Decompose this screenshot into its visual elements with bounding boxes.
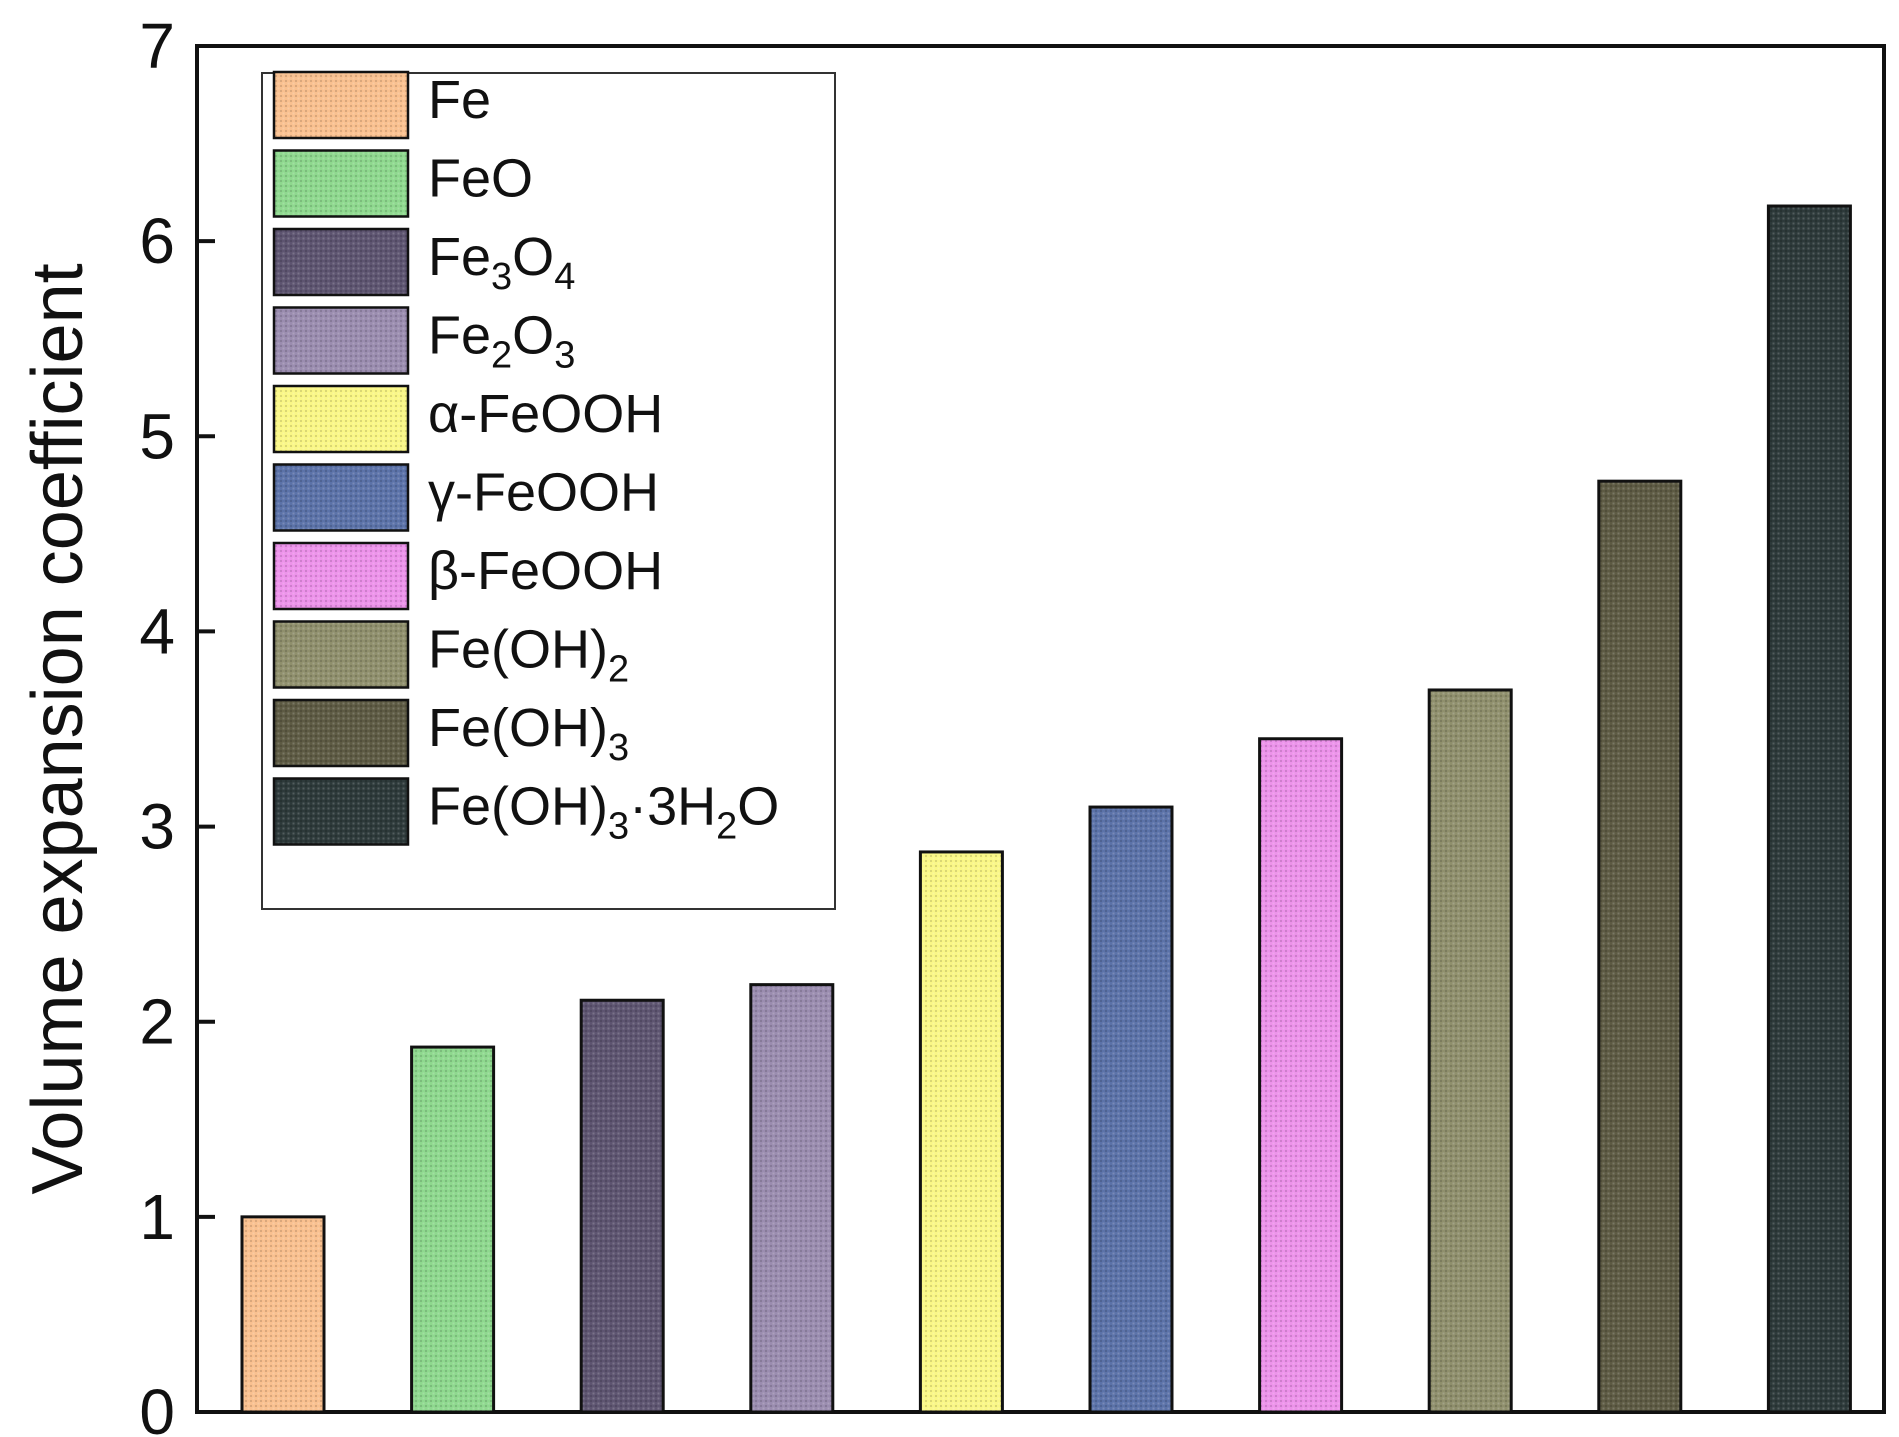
bar-5 <box>1088 805 1174 1414</box>
legend-swatch <box>272 541 410 611</box>
legend-swatch <box>272 149 410 218</box>
y-tick-label: 6 <box>139 205 175 277</box>
y-tick-label: 4 <box>139 595 175 667</box>
y-tick-label: 5 <box>139 400 175 472</box>
plot-frame <box>195 44 1886 1414</box>
bar-0 <box>240 1215 326 1414</box>
legend-label: Fe(OH)2​ <box>428 620 629 691</box>
legend-item: α-FeOOH <box>272 384 663 454</box>
bar-3 <box>749 983 835 1414</box>
y-axis-label: Volume expansion coefficient <box>18 263 98 1194</box>
legend-swatch <box>272 620 410 689</box>
legend-item: Fe(OH)3​ <box>272 698 629 769</box>
legend-label: Fe3​O4​ <box>428 227 575 298</box>
bar-2 <box>579 998 665 1414</box>
y-axis-ticks: 0 1 2 3 4 5 6 7 <box>139 10 215 1437</box>
bar-7 <box>1427 688 1513 1414</box>
bar-8 <box>1597 479 1683 1414</box>
legend-swatch <box>272 463 410 532</box>
bar-9 <box>1766 204 1852 1414</box>
legend-label: Fe <box>428 70 491 130</box>
legend-label: β-FeOOH <box>428 541 663 601</box>
legend-label: Fe(OH)3​·3H2​O <box>428 777 779 848</box>
y-tick-label: 2 <box>139 986 175 1058</box>
legend-swatch <box>272 777 410 846</box>
plot-area: 0 1 2 3 4 5 6 7 <box>139 10 1886 1437</box>
legend-item: γ-FeOOH <box>272 463 659 532</box>
legend-item: Fe(OH)3​·3H2​O <box>272 777 779 848</box>
y-tick-label: 3 <box>139 791 175 863</box>
legend-item: Fe2​O3​ <box>272 306 575 377</box>
legend-item: FeO <box>272 149 533 218</box>
legend-item: β-FeOOH <box>272 541 663 611</box>
y-tick-label: 7 <box>139 10 175 82</box>
bar-6 <box>1258 737 1344 1414</box>
legend-item: Fe3​O4​ <box>272 227 575 298</box>
legend-swatch <box>272 306 410 375</box>
y-tick-label: 0 <box>139 1376 175 1437</box>
legend-swatch <box>272 70 410 140</box>
bar-4 <box>918 850 1004 1414</box>
legend-label: α-FeOOH <box>428 384 663 444</box>
legend-label: γ-FeOOH <box>428 463 659 523</box>
legend-label: Fe2​O3​ <box>428 306 575 377</box>
legend-swatch <box>272 384 410 454</box>
legend-item: Fe(OH)2​ <box>272 620 629 691</box>
legend-item: Fe <box>272 70 491 140</box>
legend-label: Fe(OH)3​ <box>428 698 629 769</box>
legend-swatch <box>272 698 410 768</box>
y-tick-label: 1 <box>139 1181 175 1253</box>
bar-1 <box>410 1045 496 1414</box>
legend-label: FeO <box>428 149 533 209</box>
legend-swatch <box>272 227 410 297</box>
legend: Fe FeO Fe3​O4​ Fe2​O3​ α-FeOOH γ-FeOOH β-FeOOH… <box>261 70 836 910</box>
bars <box>240 204 1852 1414</box>
